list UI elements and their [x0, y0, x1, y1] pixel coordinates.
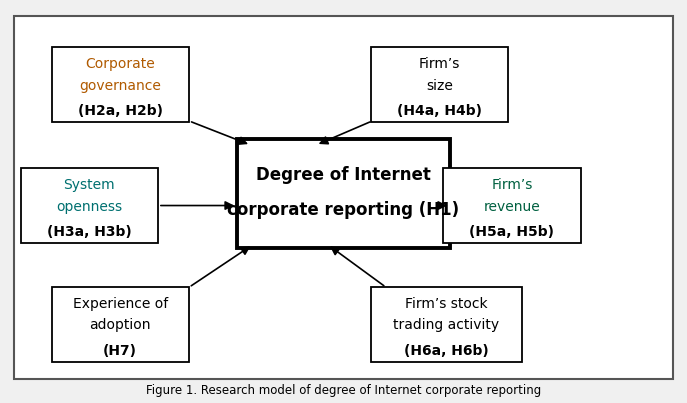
Text: size: size: [426, 79, 453, 93]
FancyBboxPatch shape: [371, 47, 508, 122]
Text: openness: openness: [56, 199, 122, 214]
FancyBboxPatch shape: [371, 287, 522, 362]
Text: (H6a, H6b): (H6a, H6b): [404, 344, 489, 357]
Text: adoption: adoption: [89, 318, 151, 332]
Text: governance: governance: [79, 79, 161, 93]
FancyBboxPatch shape: [14, 16, 673, 379]
Text: Firm’s stock: Firm’s stock: [405, 297, 488, 311]
Text: (H3a, H3b): (H3a, H3b): [47, 225, 132, 239]
FancyBboxPatch shape: [21, 168, 158, 243]
Text: System: System: [63, 178, 115, 192]
Text: (H5a, H5b): (H5a, H5b): [469, 225, 554, 239]
FancyBboxPatch shape: [443, 168, 581, 243]
Text: (H7): (H7): [103, 344, 137, 357]
Text: Figure 1. Research model of degree of Internet corporate reporting: Figure 1. Research model of degree of In…: [146, 384, 541, 397]
FancyBboxPatch shape: [52, 47, 189, 122]
Text: corporate reporting (H1): corporate reporting (H1): [227, 202, 460, 219]
Text: (H4a, H4b): (H4a, H4b): [397, 104, 482, 118]
FancyBboxPatch shape: [52, 287, 189, 362]
Text: revenue: revenue: [484, 199, 540, 214]
Text: Firm’s: Firm’s: [419, 57, 460, 71]
FancyBboxPatch shape: [237, 139, 450, 248]
Text: Experience of: Experience of: [73, 297, 168, 311]
Text: Degree of Internet: Degree of Internet: [256, 166, 431, 184]
Text: Firm’s: Firm’s: [491, 178, 532, 192]
Text: Corporate: Corporate: [85, 57, 155, 71]
Text: trading activity: trading activity: [394, 318, 499, 332]
Text: (H2a, H2b): (H2a, H2b): [78, 104, 163, 118]
